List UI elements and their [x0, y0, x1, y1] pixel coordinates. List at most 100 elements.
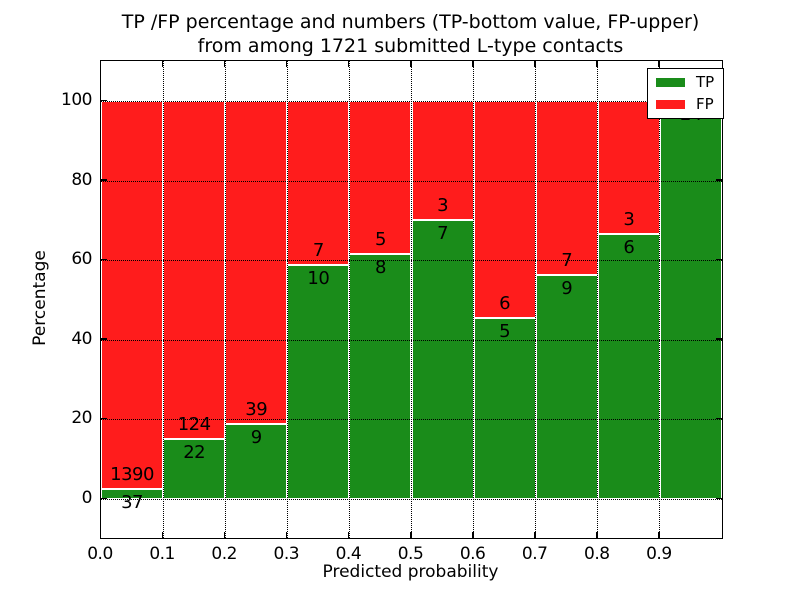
- gridline-y-40: [101, 339, 722, 341]
- fp-count-label: 39: [245, 399, 268, 421]
- tp-count-label: 9: [250, 427, 262, 449]
- chart-title-line1: TP /FP percentage and numbers (TP-bottom…: [121, 11, 700, 33]
- y-tick-right: [716, 338, 722, 340]
- fp-count-label: 124: [177, 414, 211, 436]
- tp-count-label: 10: [307, 267, 330, 289]
- legend: TP FP: [647, 68, 725, 119]
- bar-group-0: [101, 101, 164, 499]
- x-tick-bottom: [347, 532, 350, 538]
- tp-count-label: 9: [561, 278, 573, 300]
- fp-count-label: 3: [437, 195, 449, 217]
- y-tick-right: [716, 179, 722, 181]
- x-tick-label-0.0: 0.0: [87, 544, 113, 564]
- x-tick-bottom: [410, 532, 412, 538]
- bar-group-6: [473, 101, 536, 499]
- fp-count-label: 6: [499, 293, 511, 315]
- x-tick-top: [223, 61, 226, 67]
- x-tick-bottom: [658, 532, 660, 538]
- x-tick-bottom: [472, 532, 474, 538]
- tp-segment: [535, 275, 598, 499]
- x-tick-bottom: [285, 532, 288, 538]
- tp-segment: [225, 424, 288, 499]
- y-tick-right: [716, 417, 722, 420]
- legend-item-fp: FP: [656, 97, 714, 112]
- y-tick-left: [101, 179, 107, 181]
- x-tick-label-0.4: 0.4: [335, 544, 362, 564]
- x-axis-label: Predicted probability: [322, 562, 499, 582]
- gridline-y-0: [101, 499, 722, 500]
- chart-title: TP /FP percentage and numbers (TP-bottom…: [100, 10, 721, 58]
- bar-group-7: [535, 101, 598, 499]
- x-tick-top: [161, 61, 164, 67]
- x-tick-top: [596, 61, 598, 67]
- fp-segment: [163, 101, 226, 440]
- gridline-x-9: [659, 61, 661, 538]
- x-tick-label-0.3: 0.3: [273, 544, 300, 564]
- y-tick-left: [101, 417, 107, 420]
- x-tick-label-0.6: 0.6: [459, 544, 486, 564]
- x-tick-bottom: [223, 532, 226, 538]
- y-tick-left: [101, 497, 107, 499]
- fp-segment: [101, 101, 164, 489]
- fp-segment: [535, 101, 598, 276]
- gridline-x-6: [473, 61, 475, 538]
- gridline-x-5: [411, 61, 412, 538]
- tp-count-label: 7: [437, 223, 449, 245]
- tp-segment: [101, 488, 164, 499]
- bar-group-3: [287, 101, 350, 499]
- x-tick-bottom: [596, 532, 598, 538]
- x-tick-label-0.5: 0.5: [397, 544, 424, 564]
- tp-segment: [659, 101, 722, 499]
- bar-group-2: [225, 101, 288, 499]
- bar-group-1: [163, 101, 226, 499]
- y-tick-right: [716, 497, 722, 499]
- gridline-y-20: [101, 419, 722, 421]
- fp-segment: [225, 101, 288, 425]
- y-tick-left: [101, 258, 107, 261]
- x-tick-label-0.1: 0.1: [149, 544, 175, 564]
- plot-area: 13903712422399710583765793624 TP FP: [100, 60, 725, 539]
- legend-swatch-fp-icon: [656, 100, 685, 109]
- tp-segment: [411, 220, 474, 499]
- tp-count-label: 6: [623, 236, 635, 258]
- y-tick-right: [716, 258, 722, 261]
- tp-count-label: 5: [499, 321, 511, 343]
- legend-label-tp: TP: [696, 73, 715, 91]
- tp-segment: [163, 439, 226, 499]
- y-tick-left: [101, 338, 107, 340]
- y-tick-label-80: 80: [71, 169, 92, 190]
- gridline-x-3: [286, 61, 288, 538]
- gridline-y-80: [101, 180, 722, 182]
- gridline-x-4: [348, 61, 350, 538]
- bar-group-9: [659, 101, 722, 499]
- legend-swatch-tp-icon: [656, 78, 685, 87]
- bar-group-8: [597, 101, 660, 499]
- x-tick-top: [285, 61, 288, 67]
- x-tick-top: [347, 61, 350, 67]
- fp-count-label: 7: [312, 239, 324, 261]
- gridline-x-8: [597, 61, 599, 538]
- gridline-x-1: [162, 61, 164, 538]
- y-tick-label-20: 20: [71, 408, 92, 429]
- y-tick-label-100: 100: [61, 90, 92, 110]
- x-tick-bottom: [161, 532, 164, 538]
- fp-segment: [597, 101, 660, 234]
- x-tick-bottom: [534, 532, 536, 538]
- legend-item-tp: TP: [656, 75, 714, 90]
- x-tick-top: [534, 61, 536, 67]
- y-tick-label-40: 40: [71, 328, 92, 349]
- y-axis-label: Percentage: [30, 250, 50, 346]
- fp-segment: [287, 101, 350, 265]
- x-tick-label-0.8: 0.8: [584, 544, 610, 564]
- tp-count-label: 8: [374, 257, 386, 279]
- x-tick-top: [658, 61, 660, 67]
- fp-segment: [411, 101, 474, 221]
- fp-count-label: 5: [374, 229, 386, 251]
- legend-label-fp: FP: [696, 95, 714, 113]
- fp-segment: [473, 101, 536, 319]
- tp-segment: [473, 318, 536, 499]
- tp-count-label: 37: [121, 491, 143, 513]
- fp-count-label: 7: [561, 250, 573, 272]
- x-tick-top: [410, 61, 412, 67]
